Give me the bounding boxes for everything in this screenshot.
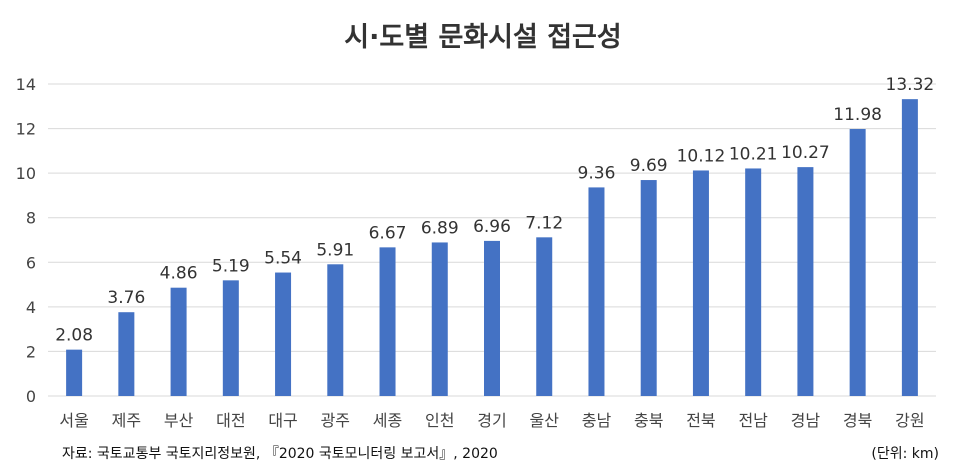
data-label: 10.27 <box>781 143 830 163</box>
data-label: 6.89 <box>421 218 459 238</box>
unit-note: (단위: km) <box>871 446 939 462</box>
bar <box>849 129 866 396</box>
x-tick-label: 경북 <box>843 411 872 430</box>
x-tick-label: 인천 <box>425 411 454 430</box>
bar <box>797 167 814 396</box>
bar <box>222 280 239 396</box>
data-label: 5.19 <box>212 256 250 276</box>
data-label: 4.86 <box>160 264 198 284</box>
x-tick-label: 경기 <box>477 411 506 430</box>
bar <box>745 168 762 396</box>
data-label: 5.91 <box>316 240 354 260</box>
bar <box>327 264 344 396</box>
bar <box>379 247 396 396</box>
data-label: 13.32 <box>886 75 935 95</box>
bar <box>588 187 605 396</box>
y-tick-label: 10 <box>16 164 36 183</box>
y-tick-label: 8 <box>26 209 36 228</box>
y-tick-label: 4 <box>26 298 36 317</box>
data-label: 6.67 <box>369 223 407 243</box>
data-label: 7.12 <box>525 213 563 233</box>
x-tick-label: 울산 <box>530 411 560 430</box>
bar <box>484 240 500 396</box>
x-tick-label: 대전 <box>216 411 245 430</box>
data-label: 5.54 <box>264 249 302 269</box>
data-label: 11.98 <box>833 105 882 125</box>
data-label: 9.36 <box>578 163 616 183</box>
bar <box>640 180 657 396</box>
data-label: 3.76 <box>107 288 145 308</box>
x-tick-label: 충북 <box>634 411 663 430</box>
bar <box>431 242 448 396</box>
x-tick-label: 서울 <box>59 411 88 430</box>
x-tick-label: 제주 <box>112 411 141 430</box>
bar <box>692 170 709 396</box>
bar <box>66 349 83 396</box>
bar <box>536 237 553 396</box>
x-tick-label: 충남 <box>582 411 612 430</box>
data-label: 9.69 <box>630 156 668 176</box>
y-axis-ticks: 0 2 4 6 8 10 12 14 <box>16 75 36 406</box>
bar <box>170 287 187 396</box>
x-tick-label: 전남 <box>738 411 768 430</box>
x-tick-label: 경남 <box>791 411 821 430</box>
x-tick-label: 강원 <box>895 411 924 430</box>
data-label: 10.12 <box>677 146 726 166</box>
data-label: 2.08 <box>55 326 93 346</box>
x-tick-label: 부산 <box>164 411 194 430</box>
y-tick-label: 14 <box>16 75 36 94</box>
bar <box>901 99 918 396</box>
chart-title: 시·도별 문화시설 접근성 <box>344 22 621 53</box>
y-tick-label: 6 <box>26 253 36 272</box>
data-labels: 2.08 3.76 4.86 5.19 5.54 5.91 6.67 6.89 6.96 7.12… <box>55 75 934 345</box>
bars <box>66 99 918 396</box>
y-tick-label: 0 <box>26 387 36 406</box>
data-label: 6.96 <box>473 217 511 237</box>
x-tick-label: 대구 <box>268 411 297 430</box>
x-axis-ticks: 서울 제주 부산 대전 대구 광주 세종 인천 경기 울산 충남 충북 전북 전남 경남 경북 강원 <box>59 411 924 430</box>
source-note: 자료: 국토교통부 국토지리정보원, 『2020 국토모니터링 보고서』, 20… <box>62 446 498 462</box>
data-label: 10.21 <box>729 144 778 164</box>
x-tick-label: 전북 <box>686 411 715 430</box>
bar <box>118 312 135 396</box>
y-tick-label: 12 <box>16 120 36 139</box>
bar <box>275 272 292 396</box>
x-tick-label: 세종 <box>373 411 402 430</box>
y-tick-label: 2 <box>26 342 36 361</box>
x-tick-label: 광주 <box>321 411 350 430</box>
